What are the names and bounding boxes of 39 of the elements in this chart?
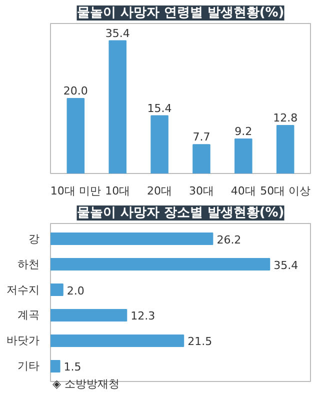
data-label: 12.8 [273,112,298,124]
x-tick-label: 10대 미만 [50,184,101,198]
chart-title: 물놀이 사망자 장소별 발생현황(%) [76,206,284,220]
x-tick-label: 20대 [147,184,172,198]
data-label: 15.4 [147,102,172,115]
y-tick-label: 기타 [18,360,40,373]
data-label: 20.0 [63,84,88,98]
bar [50,334,184,347]
data-label: 7.7 [192,130,210,144]
data-label: 2.0 [66,284,84,298]
bar [276,125,294,174]
bar [50,360,60,372]
data-label: 1.5 [64,360,82,374]
bar [108,40,126,174]
data-label: 9.2 [234,125,252,138]
y-tick-label: 바닷가 [6,334,40,348]
x-tick-label: 50대 이상 [260,184,311,198]
bar [192,144,210,174]
bar [234,138,252,174]
bar [50,284,64,296]
data-label: 35.4 [105,26,130,40]
bar [50,232,214,246]
bar [50,309,128,322]
y-tick-label: 저수지 [6,283,40,296]
y-tick-label: 계곡 [18,308,40,322]
annotation: ◈ 소방방재청 [52,378,120,390]
y-tick-label: 강 [28,232,40,246]
data-label: 26.2 [216,233,242,246]
x-tick-label: 40대 [230,184,256,198]
bar [150,115,168,174]
x-tick-label: 10대 [105,184,130,198]
chart-title: 물놀이 사망자 연령별 발생현황(%) [76,6,284,20]
bar [66,98,85,174]
data-label: 12.3 [130,310,156,323]
data-label: 35.4 [274,258,298,272]
x-tick-label: 30대 [188,184,214,198]
bar [50,258,270,271]
data-label: 21.5 [188,335,212,348]
y-tick-label: 하천 [18,258,40,271]
